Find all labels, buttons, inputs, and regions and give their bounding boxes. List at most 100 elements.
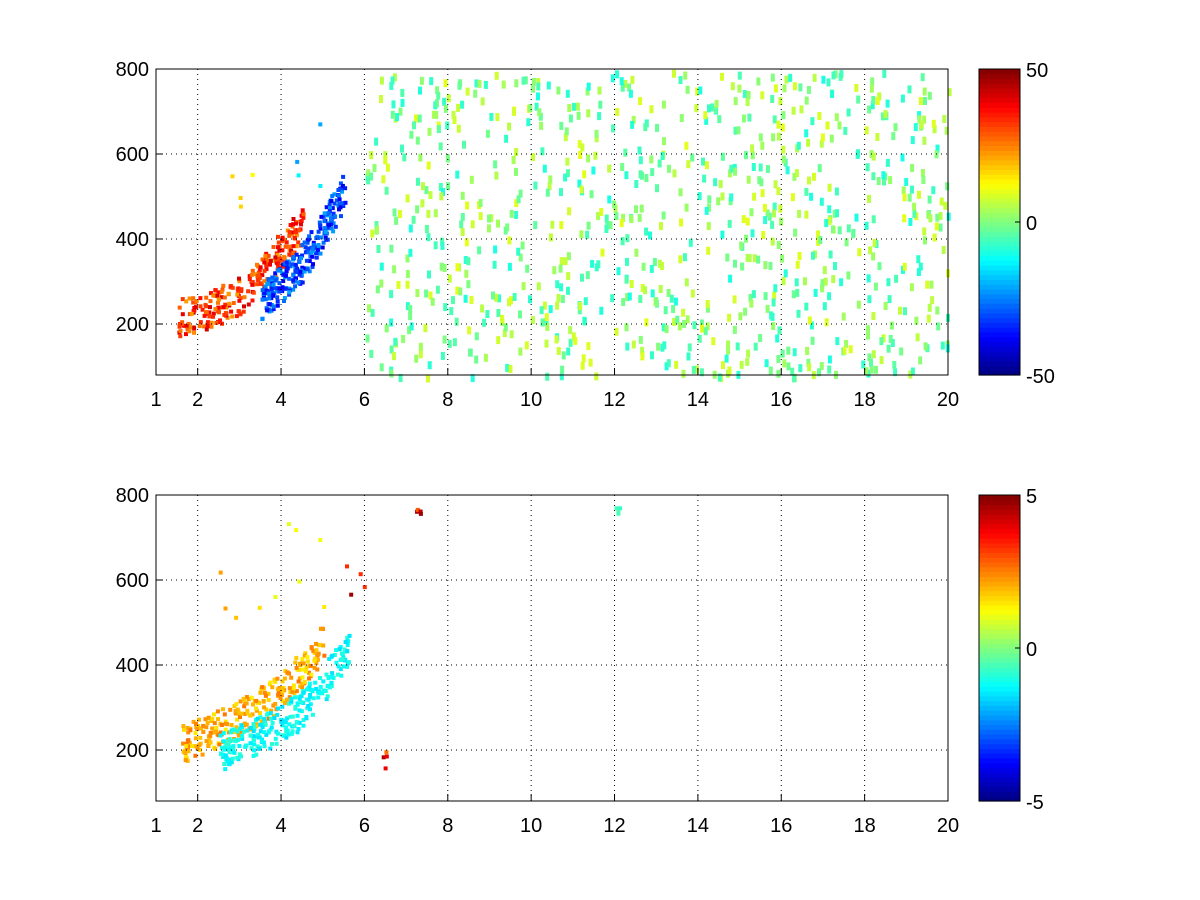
heatmap-cell [780, 123, 785, 132]
heatmap-cell [281, 264, 286, 269]
heatmap-cell [695, 365, 699, 374]
colorbar-segment [979, 671, 1020, 678]
heatmap-cell [230, 756, 235, 761]
heatmap-cell [405, 302, 410, 311]
heatmap-cell [887, 295, 892, 304]
heatmap-cell [931, 186, 936, 195]
heatmap-cell [861, 360, 866, 369]
heatmap-cell [263, 693, 268, 698]
heatmap-cell [503, 323, 508, 332]
colorbar-segment [979, 748, 1020, 754]
heatmap-cell [455, 263, 460, 272]
heatmap-cell [495, 113, 500, 122]
heatmap-cell [559, 257, 564, 266]
heatmap-cell [888, 176, 893, 185]
heatmap-cell [597, 86, 602, 95]
heatmap-cell [756, 255, 761, 264]
heatmap-cell [767, 212, 772, 221]
heatmap-cell [383, 766, 388, 771]
colorbar-segment [979, 571, 1020, 577]
heatmap-cell [747, 113, 752, 122]
heatmap-cell [893, 368, 898, 377]
heatmap-cell [882, 69, 887, 78]
heatmap-cell [916, 255, 921, 264]
heatmap-cell [544, 339, 549, 348]
heatmap-cell [805, 346, 810, 355]
heatmap-cell [309, 645, 314, 650]
heatmap-cell [684, 278, 689, 287]
heatmap-cell [334, 198, 339, 203]
heatmap-cell [804, 96, 809, 105]
colorbar-segment [979, 265, 1020, 271]
heatmap-cell [773, 84, 778, 93]
heatmap-cell [265, 712, 269, 717]
heatmap-cell [795, 288, 800, 297]
heatmap-cell [445, 121, 450, 130]
heatmap-cell [297, 579, 302, 584]
heatmap-cell [856, 95, 861, 104]
heatmap-cell [428, 291, 433, 300]
heatmap-cell [707, 195, 712, 204]
heatmap-cell [869, 365, 874, 374]
heatmap-cell [307, 234, 312, 239]
colorbar-segment [979, 83, 1020, 89]
heatmap-cell [271, 282, 276, 287]
heatmap-cell [318, 676, 322, 680]
heatmap-cell [289, 699, 294, 704]
heatmap-cell [375, 225, 380, 234]
heatmap-cell [556, 347, 561, 355]
heatmap-cell [765, 304, 770, 313]
heatmap-cell [922, 115, 927, 124]
heatmap-cell [220, 295, 224, 300]
heatmap-cell [763, 292, 768, 301]
heatmap-cell [365, 334, 370, 343]
heatmap-cell [917, 190, 921, 199]
heatmap-cell [509, 330, 514, 339]
heatmap-cell [229, 745, 234, 750]
heatmap-cell [585, 230, 590, 239]
heatmap-cell [525, 264, 530, 273]
heatmap-cell [411, 215, 416, 224]
heatmap-cell [770, 237, 775, 246]
heatmap-cell [902, 193, 907, 202]
colorbar-segment [979, 298, 1020, 304]
heatmap-cell [260, 725, 265, 729]
colorbar-segment [979, 757, 1020, 764]
heatmap-cell [294, 221, 298, 226]
colorbar-segment [979, 714, 1020, 721]
heatmap-cell [280, 679, 285, 684]
heatmap-cell [193, 736, 198, 741]
heatmap-cell [301, 212, 306, 217]
heatmap-cell [316, 229, 321, 234]
heatmap-cell [235, 717, 240, 722]
heatmap-cell [295, 159, 300, 164]
heatmap-cell [785, 166, 790, 175]
heatmap-cell [664, 362, 669, 371]
heatmap-cell [573, 336, 578, 345]
heatmap-cell [492, 260, 497, 269]
heatmap-cell [662, 137, 666, 146]
heatmap-cell [287, 233, 292, 238]
heatmap-cell [871, 350, 876, 359]
plot-area-bottom [156, 495, 948, 801]
heatmap-cell [379, 363, 384, 372]
heatmap-cell [381, 755, 386, 760]
heatmap-cell [394, 216, 399, 225]
heatmap-cell [566, 286, 570, 295]
heatmap-cell [749, 299, 754, 308]
heatmap-cell [630, 75, 635, 84]
heatmap-cell [291, 217, 296, 221]
heatmap-cell [280, 285, 285, 290]
heatmap-cell [773, 180, 778, 189]
heatmap-cell [638, 295, 643, 303]
heatmap-cell [546, 81, 551, 90]
heatmap-cell [706, 222, 711, 231]
heatmap-cell [571, 332, 576, 341]
heatmap-cell [943, 201, 948, 210]
heatmap-cell [208, 733, 213, 738]
heatmap-cell [910, 164, 915, 172]
heatmap-cell [687, 343, 692, 352]
heatmap-cell [771, 133, 776, 142]
heatmap-cell [262, 260, 267, 265]
heatmap-cell [398, 210, 402, 218]
